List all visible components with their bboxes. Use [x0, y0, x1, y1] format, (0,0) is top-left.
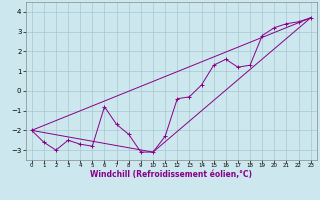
- X-axis label: Windchill (Refroidissement éolien,°C): Windchill (Refroidissement éolien,°C): [90, 170, 252, 179]
